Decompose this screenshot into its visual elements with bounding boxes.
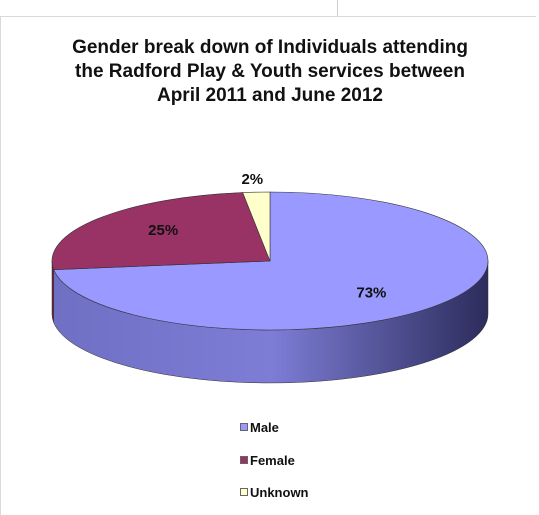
- data-label-unknown: 2%: [241, 171, 263, 188]
- data-label-male: 73%: [356, 284, 386, 301]
- data-label-female: 25%: [148, 222, 178, 239]
- frame-top-border: [0, 0, 536, 17]
- frame-top-tick: [337, 0, 338, 16]
- frame-left-border: [0, 17, 1, 515]
- chart-title: Gender break down of Individuals attendi…: [72, 37, 468, 106]
- pie-tops: [51, 191, 489, 331]
- pie-side-female: [51, 260, 54, 323]
- pie-slice-male: [53, 191, 489, 331]
- pie-slice-unknown: [242, 191, 271, 262]
- pie-slice-female: [51, 192, 271, 270]
- pie-labels: 73% 25% 2%: [148, 171, 386, 301]
